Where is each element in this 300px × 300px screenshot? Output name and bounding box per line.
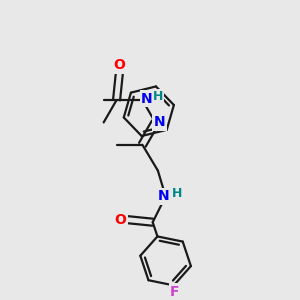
Text: O: O [115,213,126,226]
Text: N: N [141,92,153,106]
Text: H: H [172,187,182,200]
Text: H: H [153,90,164,103]
Text: N: N [154,116,166,129]
Text: O: O [115,213,126,226]
Text: N: N [141,92,153,106]
Text: H: H [172,187,182,200]
Text: O: O [114,58,125,72]
Text: F: F [170,285,179,299]
Text: N: N [158,189,169,203]
Text: N: N [158,189,169,203]
Text: H: H [153,90,164,103]
Text: F: F [170,285,179,299]
Text: N: N [154,116,166,129]
Text: O: O [114,58,125,72]
